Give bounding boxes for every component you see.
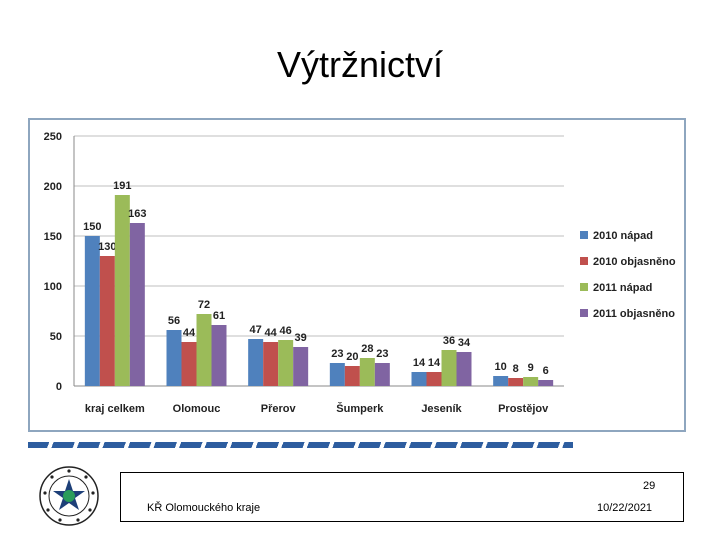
bar <box>344 366 360 386</box>
legend-label: 2010 nápad <box>593 230 653 242</box>
bar <box>374 363 390 386</box>
data-label: 56 <box>168 315 180 327</box>
bar <box>538 380 554 386</box>
data-label: 191 <box>113 180 131 192</box>
x-tick-label: Prostějov <box>498 403 549 415</box>
legend-swatch <box>580 257 588 265</box>
footer-box: 29 KŘ Olomouckého kraje 10/22/2021 <box>120 472 684 522</box>
footer-date: 10/22/2021 <box>597 502 653 514</box>
bar <box>196 314 212 386</box>
bar <box>263 342 279 386</box>
legend-label: 2011 nápad <box>593 282 652 294</box>
data-label: 72 <box>198 299 210 311</box>
bar <box>493 376 509 386</box>
bar <box>426 372 442 386</box>
bar <box>211 325 227 386</box>
bar <box>166 330 182 386</box>
decorative-stripe <box>28 442 573 448</box>
x-tick-label: Šumperk <box>336 402 384 415</box>
bar <box>359 358 375 386</box>
data-label: 28 <box>361 343 373 355</box>
data-label: 150 <box>83 221 101 233</box>
legend-swatch <box>580 231 588 239</box>
bar <box>523 377 539 386</box>
data-label: 14 <box>428 357 441 369</box>
x-tick-label: Olomouc <box>173 403 221 415</box>
data-label: 36 <box>443 335 455 347</box>
legend-label: 2010 objasněno <box>593 256 676 268</box>
footer-organization: KŘ Olomouckého kraje <box>147 502 261 514</box>
bar <box>181 342 197 386</box>
data-label: 8 <box>513 363 519 375</box>
y-tick-label: 250 <box>44 131 62 143</box>
y-tick-label: 0 <box>56 381 62 393</box>
data-label: 10 <box>495 361 507 373</box>
x-tick-label: Jeseník <box>421 403 462 415</box>
bar <box>441 350 457 386</box>
data-label: 23 <box>331 348 343 360</box>
data-label: 6 <box>543 365 549 377</box>
x-tick-label: kraj celkem <box>85 403 145 415</box>
data-label: 44 <box>265 327 278 339</box>
x-tick-label: Přerov <box>261 403 297 415</box>
bar <box>411 372 427 386</box>
data-label: 163 <box>128 208 146 220</box>
legend-swatch <box>580 283 588 291</box>
data-label: 23 <box>376 348 388 360</box>
y-tick-label: 150 <box>44 231 62 243</box>
bar <box>508 378 524 386</box>
bar <box>114 195 130 386</box>
data-label: 14 <box>413 357 426 369</box>
bar-chart: 0 50 100 150 200 250 150 130 191 163 kraj celkem 56… <box>44 131 676 415</box>
bar <box>278 340 294 386</box>
police-badge-logo <box>39 466 99 526</box>
bar <box>456 352 472 386</box>
bar <box>129 223 145 386</box>
data-label: 9 <box>528 362 534 374</box>
data-label: 34 <box>458 337 471 349</box>
y-tick-label: 200 <box>44 181 62 193</box>
data-label: 46 <box>280 325 292 337</box>
data-label: 130 <box>98 241 116 253</box>
data-label: 44 <box>183 327 196 339</box>
data-label: 61 <box>213 310 225 322</box>
data-label: 39 <box>295 332 307 344</box>
bar <box>84 236 100 386</box>
y-tick-label: 100 <box>44 281 62 293</box>
bar <box>248 339 264 386</box>
bar <box>99 256 115 386</box>
bar <box>293 347 309 386</box>
data-label: 20 <box>346 351 358 363</box>
page-number: 29 <box>643 480 656 492</box>
bar <box>329 363 345 386</box>
slide-title: Výtržnictví <box>276 44 444 85</box>
y-tick-label: 50 <box>50 331 62 343</box>
data-label: 47 <box>250 324 262 336</box>
legend-swatch <box>580 309 588 317</box>
chart-frame: 0 50 100 150 200 250 150 130 191 163 kraj celkem 56… <box>28 118 686 432</box>
legend-label: 2011 objasněno <box>593 308 675 320</box>
